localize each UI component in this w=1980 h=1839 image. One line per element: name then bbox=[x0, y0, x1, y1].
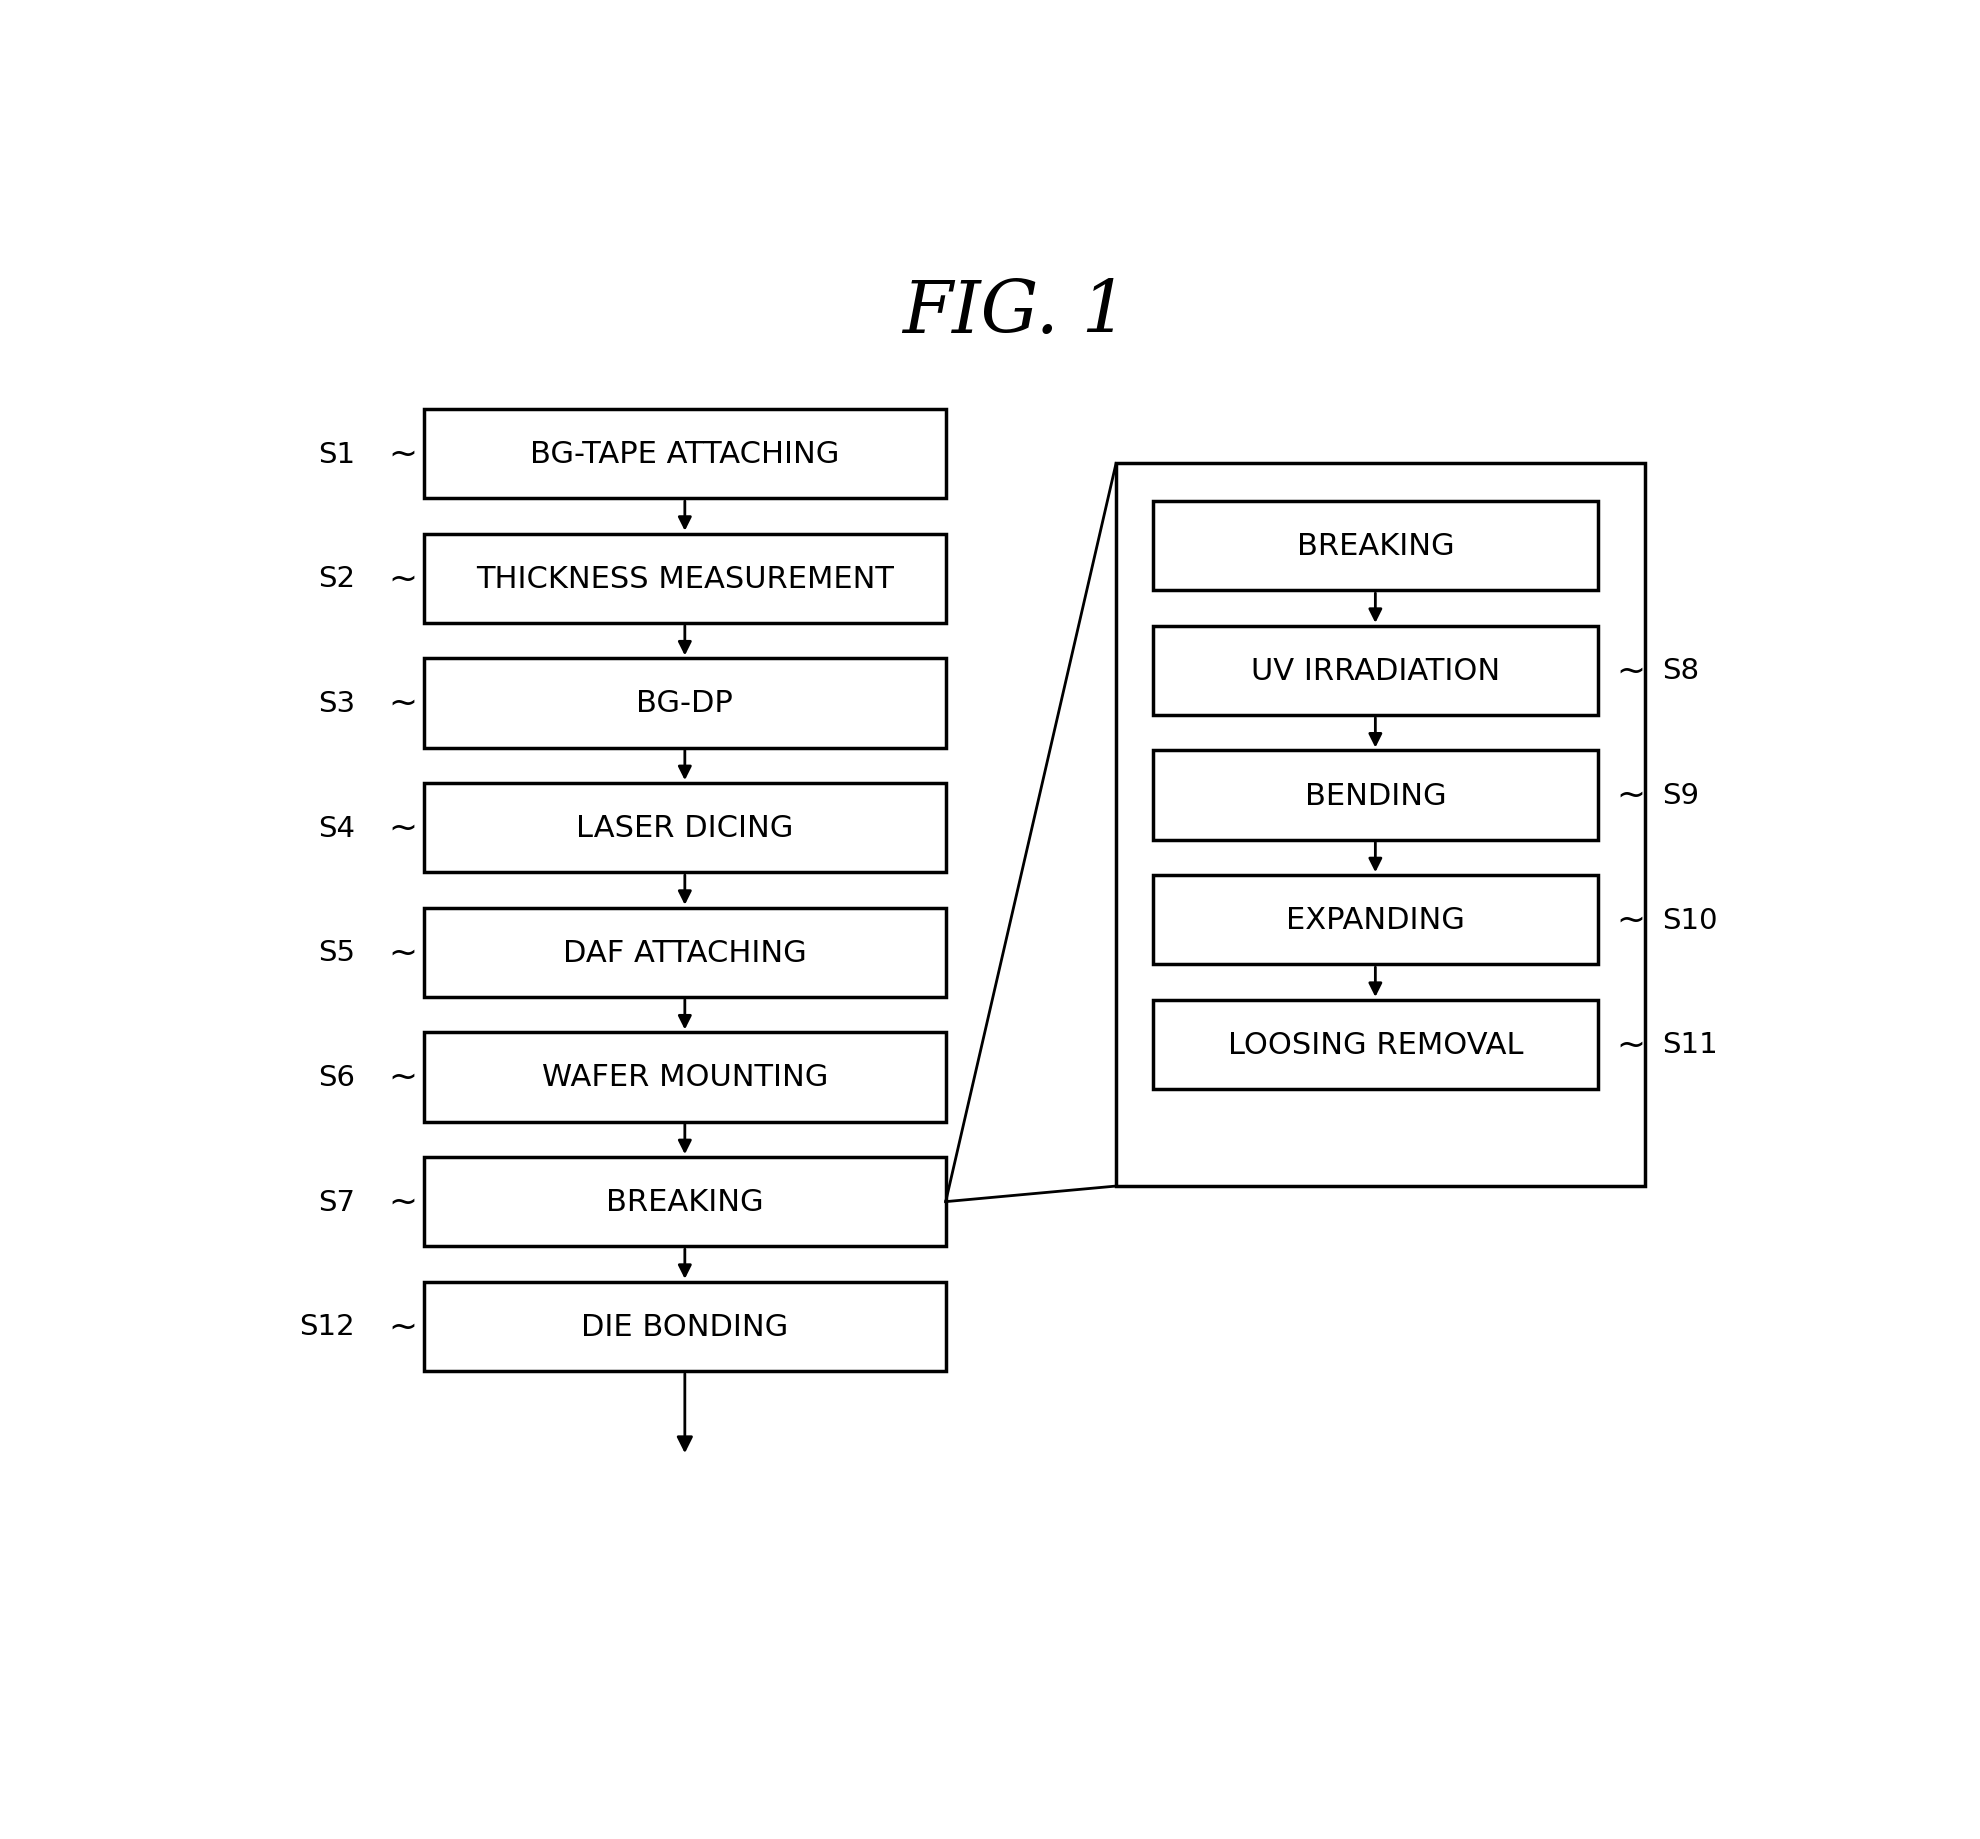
Text: S8: S8 bbox=[1663, 657, 1699, 684]
Text: ~: ~ bbox=[1616, 903, 1645, 938]
Bar bbox=[424, 535, 946, 623]
Text: S12: S12 bbox=[299, 1313, 354, 1341]
Text: BG-TAPE ATTACHING: BG-TAPE ATTACHING bbox=[531, 440, 840, 469]
Bar bbox=[424, 783, 946, 874]
Text: UV IRRADIATION: UV IRRADIATION bbox=[1251, 657, 1501, 686]
Text: ~: ~ bbox=[388, 811, 418, 846]
Text: ~: ~ bbox=[388, 686, 418, 721]
Text: DIE BONDING: DIE BONDING bbox=[582, 1311, 788, 1341]
Text: ~: ~ bbox=[388, 563, 418, 596]
Text: LOOSING REMOVAL: LOOSING REMOVAL bbox=[1228, 1030, 1523, 1059]
Bar bbox=[1152, 1000, 1598, 1089]
Text: ~: ~ bbox=[1616, 778, 1645, 813]
Text: S9: S9 bbox=[1663, 782, 1699, 809]
Text: S2: S2 bbox=[319, 565, 354, 592]
Text: EXPANDING: EXPANDING bbox=[1285, 905, 1465, 934]
Text: S1: S1 bbox=[317, 440, 354, 469]
Text: S5: S5 bbox=[319, 938, 354, 967]
Bar bbox=[424, 658, 946, 748]
Text: S4: S4 bbox=[319, 815, 354, 842]
Text: BENDING: BENDING bbox=[1305, 782, 1445, 811]
Text: BREAKING: BREAKING bbox=[606, 1188, 764, 1216]
Text: DAF ATTACHING: DAF ATTACHING bbox=[562, 938, 806, 967]
Text: S3: S3 bbox=[317, 690, 354, 717]
Bar bbox=[1152, 750, 1598, 840]
Text: ~: ~ bbox=[388, 936, 418, 969]
Text: THICKNESS MEASUREMENT: THICKNESS MEASUREMENT bbox=[475, 565, 893, 594]
Text: ~: ~ bbox=[1616, 1028, 1645, 1061]
Text: S11: S11 bbox=[1663, 1032, 1719, 1059]
Bar bbox=[1152, 502, 1598, 590]
Bar bbox=[1152, 875, 1598, 965]
Text: LASER DICING: LASER DICING bbox=[576, 813, 794, 842]
Bar bbox=[424, 1282, 946, 1372]
Bar bbox=[1117, 463, 1645, 1186]
Text: ~: ~ bbox=[388, 1184, 418, 1219]
Bar bbox=[424, 908, 946, 997]
Bar bbox=[424, 1034, 946, 1122]
Bar bbox=[1152, 627, 1598, 715]
Text: S7: S7 bbox=[319, 1188, 354, 1216]
Text: S10: S10 bbox=[1663, 907, 1719, 934]
Text: ~: ~ bbox=[388, 1061, 418, 1094]
Text: FIG. 1: FIG. 1 bbox=[901, 278, 1129, 348]
Text: ~: ~ bbox=[388, 1309, 418, 1344]
Text: BREAKING: BREAKING bbox=[1297, 531, 1453, 561]
Text: ~: ~ bbox=[1616, 655, 1645, 688]
Text: WAFER MOUNTING: WAFER MOUNTING bbox=[543, 1063, 828, 1092]
Text: BG-DP: BG-DP bbox=[636, 690, 733, 717]
Text: S6: S6 bbox=[319, 1063, 354, 1091]
Bar bbox=[424, 410, 946, 498]
Text: ~: ~ bbox=[388, 438, 418, 471]
Bar bbox=[424, 1157, 946, 1247]
